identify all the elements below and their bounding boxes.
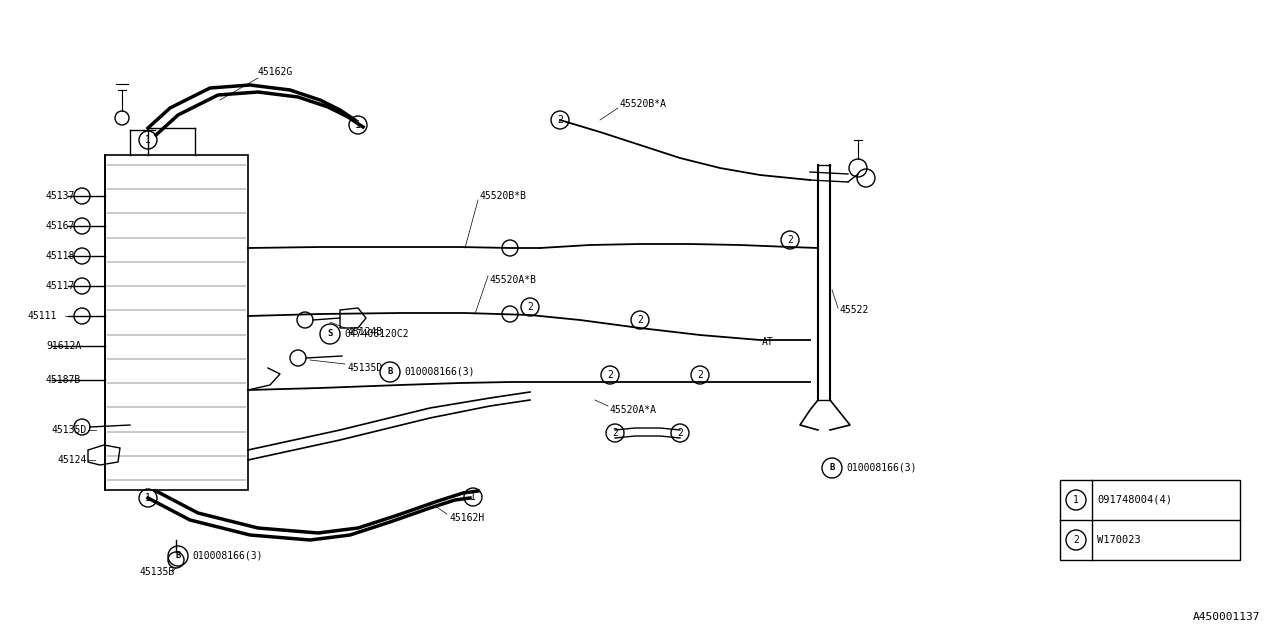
Text: B: B [175, 552, 180, 561]
Text: 1: 1 [355, 120, 361, 130]
Text: 1: 1 [145, 135, 151, 145]
Text: 45167: 45167 [46, 221, 76, 231]
Text: 1: 1 [470, 492, 476, 502]
Text: 45135B: 45135B [140, 567, 175, 577]
Text: 2: 2 [527, 302, 532, 312]
Text: 45124: 45124 [58, 455, 87, 465]
Text: 45118: 45118 [46, 251, 76, 261]
Text: B: B [388, 367, 393, 376]
Text: 45520A*B: 45520A*B [490, 275, 538, 285]
Bar [1060, 480, 1240, 560]
Text: S: S [328, 330, 333, 339]
Text: 047406120C2: 047406120C2 [344, 329, 408, 339]
Text: 2: 2 [612, 428, 618, 438]
Text: 010008166(3): 010008166(3) [846, 463, 916, 473]
Text: 45111: 45111 [28, 311, 58, 321]
Text: 91612A: 91612A [46, 341, 81, 351]
Text: 45522: 45522 [840, 305, 869, 315]
Text: 2: 2 [607, 370, 613, 380]
Text: 45124B: 45124B [348, 327, 383, 337]
Text: 2: 2 [787, 235, 792, 245]
Text: 1: 1 [145, 493, 151, 503]
Text: 45520A*A: 45520A*A [611, 405, 657, 415]
Text: 2: 2 [698, 370, 703, 380]
Text: 45520B*B: 45520B*B [480, 191, 527, 201]
Text: 2: 2 [677, 428, 684, 438]
Text: 2: 2 [557, 115, 563, 125]
Text: 091748004(4): 091748004(4) [1097, 495, 1172, 505]
Text: 2: 2 [1073, 535, 1079, 545]
Text: 45135D: 45135D [348, 363, 383, 373]
Text: A450001137: A450001137 [1193, 612, 1260, 622]
Text: AT: AT [762, 337, 773, 347]
Text: 010008166(3): 010008166(3) [192, 551, 262, 561]
Text: 010008166(3): 010008166(3) [404, 367, 475, 377]
Text: 1: 1 [1073, 495, 1079, 505]
Text: 45117: 45117 [46, 281, 76, 291]
Text: 45137: 45137 [46, 191, 76, 201]
Text: 45162H: 45162H [451, 513, 485, 523]
Text: 45162G: 45162G [259, 67, 293, 77]
Text: B: B [829, 463, 835, 472]
Text: W170023: W170023 [1097, 535, 1140, 545]
Text: 45187B: 45187B [46, 375, 81, 385]
Text: 2: 2 [637, 315, 643, 325]
Text: 45520B*A: 45520B*A [620, 99, 667, 109]
Text: 45135D: 45135D [52, 425, 87, 435]
